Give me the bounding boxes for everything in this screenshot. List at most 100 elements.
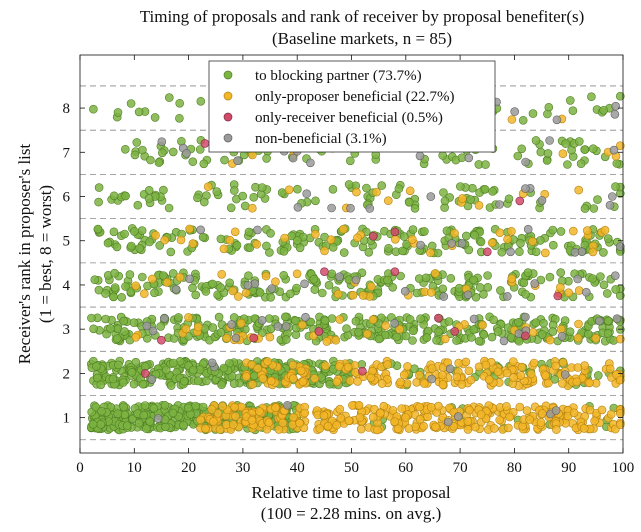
point-nonbeneficial <box>495 200 504 209</box>
point-blocking <box>603 234 613 243</box>
point-blocking <box>93 373 102 383</box>
point-blocking <box>96 380 106 390</box>
point-nonbeneficial <box>346 203 355 213</box>
point-proposer <box>505 412 514 422</box>
point-blocking <box>523 268 533 277</box>
point-proposer <box>526 369 536 379</box>
point-proposer <box>390 235 400 244</box>
point-blocking <box>149 403 159 413</box>
x-axis-ticks: 0 10 20 30 40 50 60 70 80 90 100 <box>76 55 634 476</box>
point-blocking <box>225 278 234 288</box>
point-nonbeneficial <box>416 240 425 250</box>
point-proposer <box>193 322 203 332</box>
point-proposer <box>344 416 354 426</box>
point-proposer <box>545 335 555 345</box>
point-blocking <box>96 420 106 429</box>
point-proposer <box>504 423 513 433</box>
point-proposer <box>377 379 387 388</box>
point-blocking <box>589 204 599 213</box>
point-nonbeneficial <box>185 274 194 284</box>
point-receiver <box>320 267 329 277</box>
point-proposer <box>176 235 186 245</box>
point-nonbeneficial <box>327 203 336 213</box>
point-blocking <box>244 271 253 281</box>
point-blocking <box>344 180 354 189</box>
point-blocking <box>144 186 154 195</box>
point-proposer <box>310 374 320 383</box>
point-blocking <box>103 238 113 248</box>
point-blocking <box>479 330 489 339</box>
point-blocking <box>110 268 119 278</box>
point-nonbeneficial <box>157 137 167 146</box>
point-blocking <box>466 195 475 204</box>
point-blocking <box>439 188 448 197</box>
point-nonbeneficial <box>301 312 310 322</box>
point-blocking <box>174 313 183 322</box>
point-blocking <box>168 147 178 157</box>
point-nonbeneficial <box>267 284 277 293</box>
point-blocking <box>476 237 486 247</box>
point-nonbeneficial <box>390 318 399 328</box>
point-blocking <box>193 193 202 203</box>
point-proposer <box>162 278 172 287</box>
point-proposer <box>458 194 467 203</box>
point-proposer <box>419 379 429 388</box>
point-proposer <box>509 373 518 383</box>
point-blocking <box>325 379 335 389</box>
point-blocking <box>158 148 167 158</box>
point-proposer <box>271 277 280 287</box>
point-proposer <box>427 364 437 373</box>
point-receiver <box>140 369 150 378</box>
point-blocking <box>285 289 295 299</box>
point-nonbeneficial <box>250 279 260 289</box>
point-proposer <box>230 402 239 412</box>
point-proposer <box>552 425 561 434</box>
point-blocking <box>603 316 613 326</box>
point-blocking <box>145 237 154 247</box>
point-blocking <box>130 150 140 160</box>
point-nonbeneficial <box>445 364 455 374</box>
point-proposer <box>536 418 546 427</box>
point-blocking <box>150 288 159 298</box>
point-blocking <box>416 314 425 324</box>
point-proposer <box>353 377 362 386</box>
x-tick-label: 100 <box>612 460 635 476</box>
point-proposer <box>574 286 584 295</box>
point-proposer <box>397 404 407 413</box>
point-proposer <box>242 372 251 381</box>
point-proposer <box>452 372 462 382</box>
point-blocking <box>121 191 130 201</box>
point-blocking <box>155 241 164 250</box>
point-receiver <box>515 196 525 206</box>
point-blocking <box>596 272 605 281</box>
x-tick-label: 0 <box>76 460 84 476</box>
point-receiver <box>249 333 259 343</box>
point-blocking <box>309 274 319 284</box>
point-blocking <box>212 187 222 196</box>
point-blocking <box>504 194 514 204</box>
point-proposer <box>201 424 210 433</box>
point-blocking <box>483 271 492 280</box>
point-blocking <box>196 97 206 106</box>
point-nonbeneficial <box>300 279 309 289</box>
point-blocking <box>399 232 409 241</box>
point-proposer <box>605 364 615 374</box>
point-blocking <box>133 200 143 210</box>
y-tick-label: 6 <box>63 190 71 206</box>
point-blocking <box>565 96 575 105</box>
point-nonbeneficial <box>415 151 425 161</box>
point-proposer <box>358 291 368 300</box>
point-blocking <box>119 402 128 412</box>
point-blocking <box>480 185 490 194</box>
point-blocking <box>145 417 155 426</box>
point-blocking <box>88 419 98 429</box>
point-blocking <box>545 272 555 282</box>
point-blocking <box>518 116 528 125</box>
point-blocking <box>120 229 129 239</box>
point-nonbeneficial <box>523 224 533 234</box>
point-nonbeneficial <box>171 284 181 294</box>
point-proposer <box>484 375 494 384</box>
point-blocking <box>489 315 498 325</box>
point-proposer <box>440 334 450 344</box>
point-proposer <box>399 370 409 380</box>
